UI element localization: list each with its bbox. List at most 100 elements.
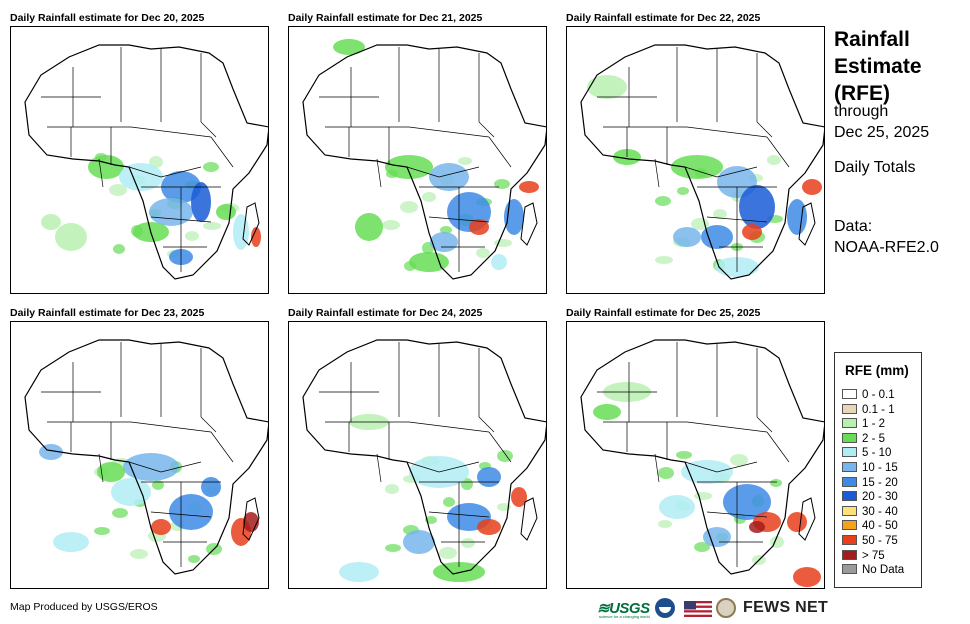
through-date: Dec 25, 2025 [834, 124, 930, 141]
rainfall-area [422, 192, 436, 202]
rainfall-area [113, 244, 125, 254]
rainfall-area [201, 477, 221, 497]
rainfall-area [802, 179, 822, 195]
rainfall-area [461, 478, 473, 490]
country-border [419, 186, 499, 272]
country-border [419, 481, 499, 567]
rainfall-area [111, 478, 151, 506]
country-border [603, 126, 768, 188]
rainfall-area [681, 460, 733, 484]
rainfall-area [673, 227, 701, 247]
rainfall-area [469, 219, 489, 235]
rainfall-area [439, 547, 457, 559]
rainfall-area [742, 224, 762, 240]
rainfall-map-panel-3: Daily Rainfall estimate for Dec 22, 2025 [566, 12, 825, 294]
africa-coastline [24, 44, 268, 280]
country-border [597, 47, 758, 127]
madagascar-outline [798, 497, 816, 541]
rainfall-map [288, 26, 547, 294]
country-border [319, 47, 480, 127]
legend-swatch [842, 447, 857, 458]
legend-label: 2 - 5 [862, 432, 886, 445]
rainfall-area [519, 181, 539, 193]
rainfall-area [461, 538, 475, 548]
country-border [626, 416, 790, 463]
country-border [47, 126, 212, 188]
rainfall-map [566, 26, 825, 294]
africa-coastline [302, 44, 546, 280]
rainfall-area [511, 487, 527, 507]
usgs-tagline: science for a changing world [599, 614, 650, 619]
legend-label: 40 - 50 [862, 520, 898, 533]
rainfall-area [203, 162, 219, 172]
rainfall-area [504, 199, 524, 235]
rainfall-area [739, 185, 775, 229]
legend-item: 0.1 - 1 [842, 403, 895, 417]
rainfall-area [770, 479, 782, 487]
rainfall-area [88, 155, 124, 179]
legend-swatch [842, 388, 857, 399]
rainfall-area [385, 544, 401, 552]
panel-title: Daily Rainfall estimate for Dec 22, 2025 [566, 12, 761, 24]
rainfall-area [385, 155, 433, 179]
rainfall-area [149, 156, 163, 168]
africa-map-svg [302, 339, 546, 582]
africa-coastline [580, 44, 824, 280]
legend-label: 20 - 30 [862, 491, 898, 504]
rainfall-area [440, 226, 452, 234]
rainfall-area [382, 220, 400, 230]
rainfall-area [203, 222, 221, 230]
legend-label: 30 - 40 [862, 505, 898, 518]
legend-label: 50 - 75 [862, 535, 898, 547]
legend-label: 1 - 2 [862, 418, 886, 431]
legend-item: 15 - 20 [842, 476, 898, 490]
rainfall-map-panel-2: Daily Rainfall estimate for Dec 21, 2025 [288, 12, 547, 294]
title-line-2: Estimate [834, 55, 922, 78]
legend-item: 30 - 40 [842, 505, 898, 519]
rainfall-area [403, 530, 435, 554]
rainfall-area [149, 198, 193, 226]
legend-item: No Data [842, 564, 904, 577]
rainfall-area [494, 239, 512, 247]
rainfall-area [123, 453, 179, 481]
data-source: NOAA-RFE2.0 [834, 239, 939, 256]
rainfall-area [53, 532, 89, 552]
daily-totals-label: Daily Totals [834, 159, 916, 176]
madagascar-outline [520, 202, 538, 246]
rainfall-area [151, 519, 171, 535]
rainfall-area [152, 480, 164, 490]
rainfall-area [494, 179, 510, 189]
legend-item: 40 - 50 [842, 520, 898, 533]
rainfall-area [477, 467, 501, 487]
legend-item: 2 - 5 [842, 432, 886, 446]
legend-swatch [842, 403, 857, 414]
rainfall-area [655, 256, 673, 264]
panel-title: Daily Rainfall estimate for Dec 20, 2025 [10, 12, 205, 24]
data-label: Data: [834, 218, 873, 235]
africa-map-svg [24, 339, 268, 575]
rainfall-area [676, 451, 692, 459]
rainfall-area [767, 155, 781, 165]
rainfall-area [216, 204, 236, 220]
legend-item: > 75 [842, 549, 885, 563]
rainfall-area [112, 508, 128, 518]
legend-label: 0.1 - 1 [862, 403, 895, 416]
madagascar-outline [242, 497, 260, 541]
legend-item: 1 - 2 [842, 418, 885, 431]
rainfall-area [385, 484, 399, 494]
africa-coastline [24, 339, 268, 575]
country-border [70, 416, 234, 463]
rainfall-area [191, 182, 211, 222]
agency-logos: ≋USGS science for a changing world FEWS … [597, 597, 828, 621]
country-border [325, 126, 490, 188]
country-border [325, 421, 490, 483]
rainfall-area [787, 199, 807, 235]
country-border [141, 481, 221, 567]
rainfall-map [10, 26, 269, 294]
rainfall-area [476, 248, 490, 258]
africa-map-svg [580, 44, 824, 280]
rainfall-area [694, 542, 710, 552]
rainfall-area [339, 562, 379, 582]
rainfall-area [97, 462, 125, 482]
state-department-seal-icon [716, 598, 736, 618]
